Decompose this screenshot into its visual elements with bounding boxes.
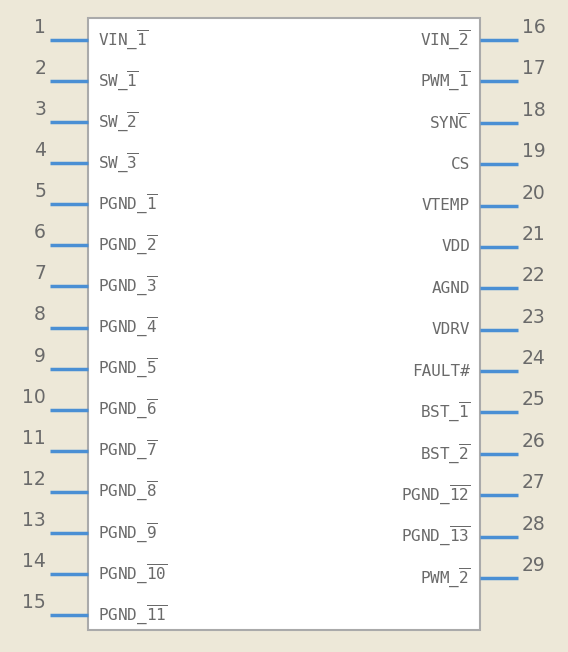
Text: 14: 14 — [22, 552, 46, 571]
Text: 4: 4 — [34, 141, 46, 160]
Text: $\mathtt{PGND\_}\mathtt{\overline{7}}$: $\mathtt{PGND\_}\mathtt{\overline{7}}$ — [98, 439, 158, 462]
Bar — [88, 18, 480, 630]
Text: 27: 27 — [522, 473, 546, 492]
Text: 29: 29 — [522, 556, 546, 575]
Text: $\mathtt{PGND\_}\mathtt{\overline{1}}$: $\mathtt{PGND\_}\mathtt{\overline{1}}$ — [98, 192, 158, 216]
Text: $\mathtt{PWM\_}\mathtt{\overline{2}}$: $\mathtt{PWM\_}\mathtt{\overline{2}}$ — [420, 567, 470, 589]
Text: FAULT#: FAULT# — [412, 364, 470, 379]
Text: $\mathtt{SYN}\mathtt{\overline{C}}$: $\mathtt{SYN}\mathtt{\overline{C}}$ — [429, 113, 470, 133]
Text: $\mathtt{PGND\_}\mathtt{\overline{9}}$: $\mathtt{PGND\_}\mathtt{\overline{9}}$ — [98, 521, 158, 544]
Text: 26: 26 — [522, 432, 546, 451]
Text: 5: 5 — [34, 183, 46, 201]
Text: 3: 3 — [34, 100, 46, 119]
Text: 25: 25 — [522, 391, 546, 409]
Text: VDD: VDD — [441, 239, 470, 254]
Text: $\mathtt{SW\_}\mathtt{\overline{2}}$: $\mathtt{SW\_}\mathtt{\overline{2}}$ — [98, 110, 139, 134]
Text: $\mathtt{SW\_}\mathtt{\overline{3}}$: $\mathtt{SW\_}\mathtt{\overline{3}}$ — [98, 151, 139, 175]
Text: 18: 18 — [522, 101, 546, 120]
Text: 17: 17 — [522, 59, 546, 78]
Text: $\mathtt{PGND\_}\mathtt{\overline{2}}$: $\mathtt{PGND\_}\mathtt{\overline{2}}$ — [98, 233, 158, 257]
Text: $\mathtt{PGND\_}\mathtt{\overline{4}}$: $\mathtt{PGND\_}\mathtt{\overline{4}}$ — [98, 316, 158, 339]
Text: $\mathtt{PGND\_}\mathtt{\overline{5}}$: $\mathtt{PGND\_}\mathtt{\overline{5}}$ — [98, 357, 158, 380]
Text: 19: 19 — [522, 142, 546, 161]
Text: 2: 2 — [34, 59, 46, 78]
Text: $\mathtt{PGND\_}\mathtt{\overline{3}}$: $\mathtt{PGND\_}\mathtt{\overline{3}}$ — [98, 274, 158, 298]
Text: 11: 11 — [22, 429, 46, 448]
Text: VDRV: VDRV — [432, 322, 470, 337]
Text: 22: 22 — [522, 266, 546, 286]
Text: $\mathtt{BST\_}\mathtt{\overline{1}}$: $\mathtt{BST\_}\mathtt{\overline{1}}$ — [420, 401, 470, 424]
Text: 28: 28 — [522, 514, 546, 533]
Text: 16: 16 — [522, 18, 546, 37]
Text: $\mathtt{PGND\_}\mathtt{\overline{12}}$: $\mathtt{PGND\_}\mathtt{\overline{12}}$ — [400, 484, 470, 507]
Text: 21: 21 — [522, 225, 546, 244]
Text: 8: 8 — [34, 306, 46, 325]
Text: VTEMP: VTEMP — [422, 198, 470, 213]
Text: 1: 1 — [34, 18, 46, 37]
Text: $\mathtt{PGND\_}\mathtt{\overline{6}}$: $\mathtt{PGND\_}\mathtt{\overline{6}}$ — [98, 398, 158, 421]
Text: 6: 6 — [34, 224, 46, 243]
Text: 23: 23 — [522, 308, 546, 327]
Text: 12: 12 — [22, 470, 46, 489]
Text: 9: 9 — [34, 347, 46, 366]
Text: 20: 20 — [522, 184, 546, 203]
Text: $\mathtt{PGND\_}\mathtt{\overline{13}}$: $\mathtt{PGND\_}\mathtt{\overline{13}}$ — [400, 525, 470, 548]
Text: $\mathtt{PWM\_}\mathtt{\overline{1}}$: $\mathtt{PWM\_}\mathtt{\overline{1}}$ — [420, 70, 470, 93]
Text: 15: 15 — [22, 593, 46, 612]
Text: $\mathtt{VIN\_}\mathtt{\overline{1}}$: $\mathtt{VIN\_}\mathtt{\overline{1}}$ — [98, 28, 148, 52]
Text: 24: 24 — [522, 349, 546, 368]
Text: $\mathtt{VIN\_}\mathtt{\overline{2}}$: $\mathtt{VIN\_}\mathtt{\overline{2}}$ — [420, 28, 470, 52]
Text: 10: 10 — [22, 388, 46, 407]
Text: $\mathtt{PGND\_}\mathtt{\overline{10}}$: $\mathtt{PGND\_}\mathtt{\overline{10}}$ — [98, 562, 168, 585]
Text: CS: CS — [451, 156, 470, 171]
Text: AGND: AGND — [432, 281, 470, 296]
Text: $\mathtt{BST\_}\mathtt{\overline{2}}$: $\mathtt{BST\_}\mathtt{\overline{2}}$ — [420, 442, 470, 466]
Text: 13: 13 — [22, 511, 46, 530]
Text: $\mathtt{PGND\_}\mathtt{\overline{11}}$: $\mathtt{PGND\_}\mathtt{\overline{11}}$ — [98, 603, 168, 627]
Text: 7: 7 — [34, 265, 46, 284]
Text: $\mathtt{SW\_}\mathtt{\overline{1}}$: $\mathtt{SW\_}\mathtt{\overline{1}}$ — [98, 69, 139, 93]
Text: $\mathtt{PGND\_}\mathtt{\overline{8}}$: $\mathtt{PGND\_}\mathtt{\overline{8}}$ — [98, 480, 158, 503]
